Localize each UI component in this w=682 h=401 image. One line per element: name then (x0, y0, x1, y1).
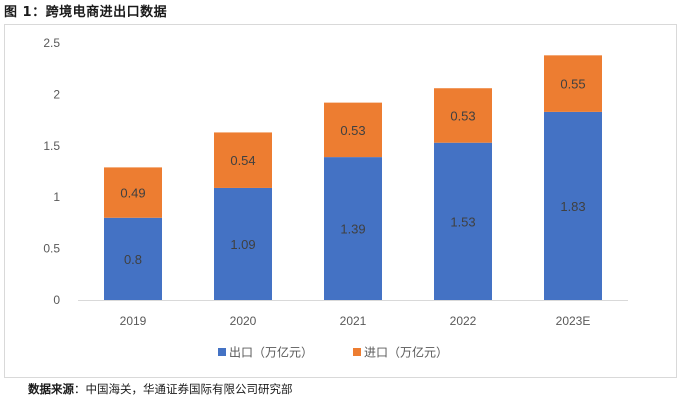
bar-segment-import (324, 102, 382, 158)
source-text: ：中国海关，华通证券国际有限公司研究部 (74, 382, 293, 396)
bar-segment-export (324, 157, 382, 300)
bar-segment-export (104, 217, 162, 300)
x-tick-label: 2020 (230, 314, 257, 328)
data-label: 0.55 (560, 77, 585, 92)
data-label: 0.49 (120, 186, 145, 201)
x-tick-label: 2023E (556, 314, 591, 328)
y-tick-label: 0 (53, 293, 60, 307)
bar-segment-export (214, 187, 272, 300)
data-label: 0.53 (450, 108, 475, 123)
x-tick-label: 2019 (120, 314, 147, 328)
data-label: 1.09 (230, 237, 255, 252)
source-label: 数据来源 (28, 382, 74, 396)
y-tick-label: 2.5 (43, 36, 60, 50)
source-note: 数据来源：中国海关，华通证券国际有限公司研究部 (28, 381, 293, 397)
legend-label-import: 进口（万亿元） (364, 345, 448, 360)
y-tick-label: 2 (53, 87, 60, 101)
chart-frame (4, 24, 677, 378)
bar-segment-import (544, 55, 602, 112)
bar-segment-export (544, 111, 602, 300)
data-label: 0.54 (230, 153, 255, 168)
figure-title: 图 1：跨境电商进出口数据 (4, 5, 168, 20)
legend-label-export: 出口（万亿元） (229, 345, 313, 360)
legend-swatch-export (218, 348, 226, 356)
y-tick-label: 0.5 (43, 242, 60, 256)
y-tick-label: 1.5 (43, 139, 60, 153)
data-label: 1.53 (450, 214, 475, 229)
y-tick-label: 1 (53, 190, 60, 204)
bar-segment-export (434, 142, 492, 300)
x-tick-label: 2022 (450, 314, 477, 328)
bar-segment-import (104, 167, 162, 218)
data-label: 0.8 (124, 252, 142, 267)
data-label: 1.39 (340, 222, 365, 237)
x-tick-label: 2021 (340, 314, 367, 328)
legend-swatch-import (353, 348, 361, 356)
data-label: 1.83 (560, 199, 585, 214)
bar-segment-import (434, 88, 492, 143)
data-label: 0.53 (340, 123, 365, 138)
bar-segment-import (214, 132, 272, 188)
